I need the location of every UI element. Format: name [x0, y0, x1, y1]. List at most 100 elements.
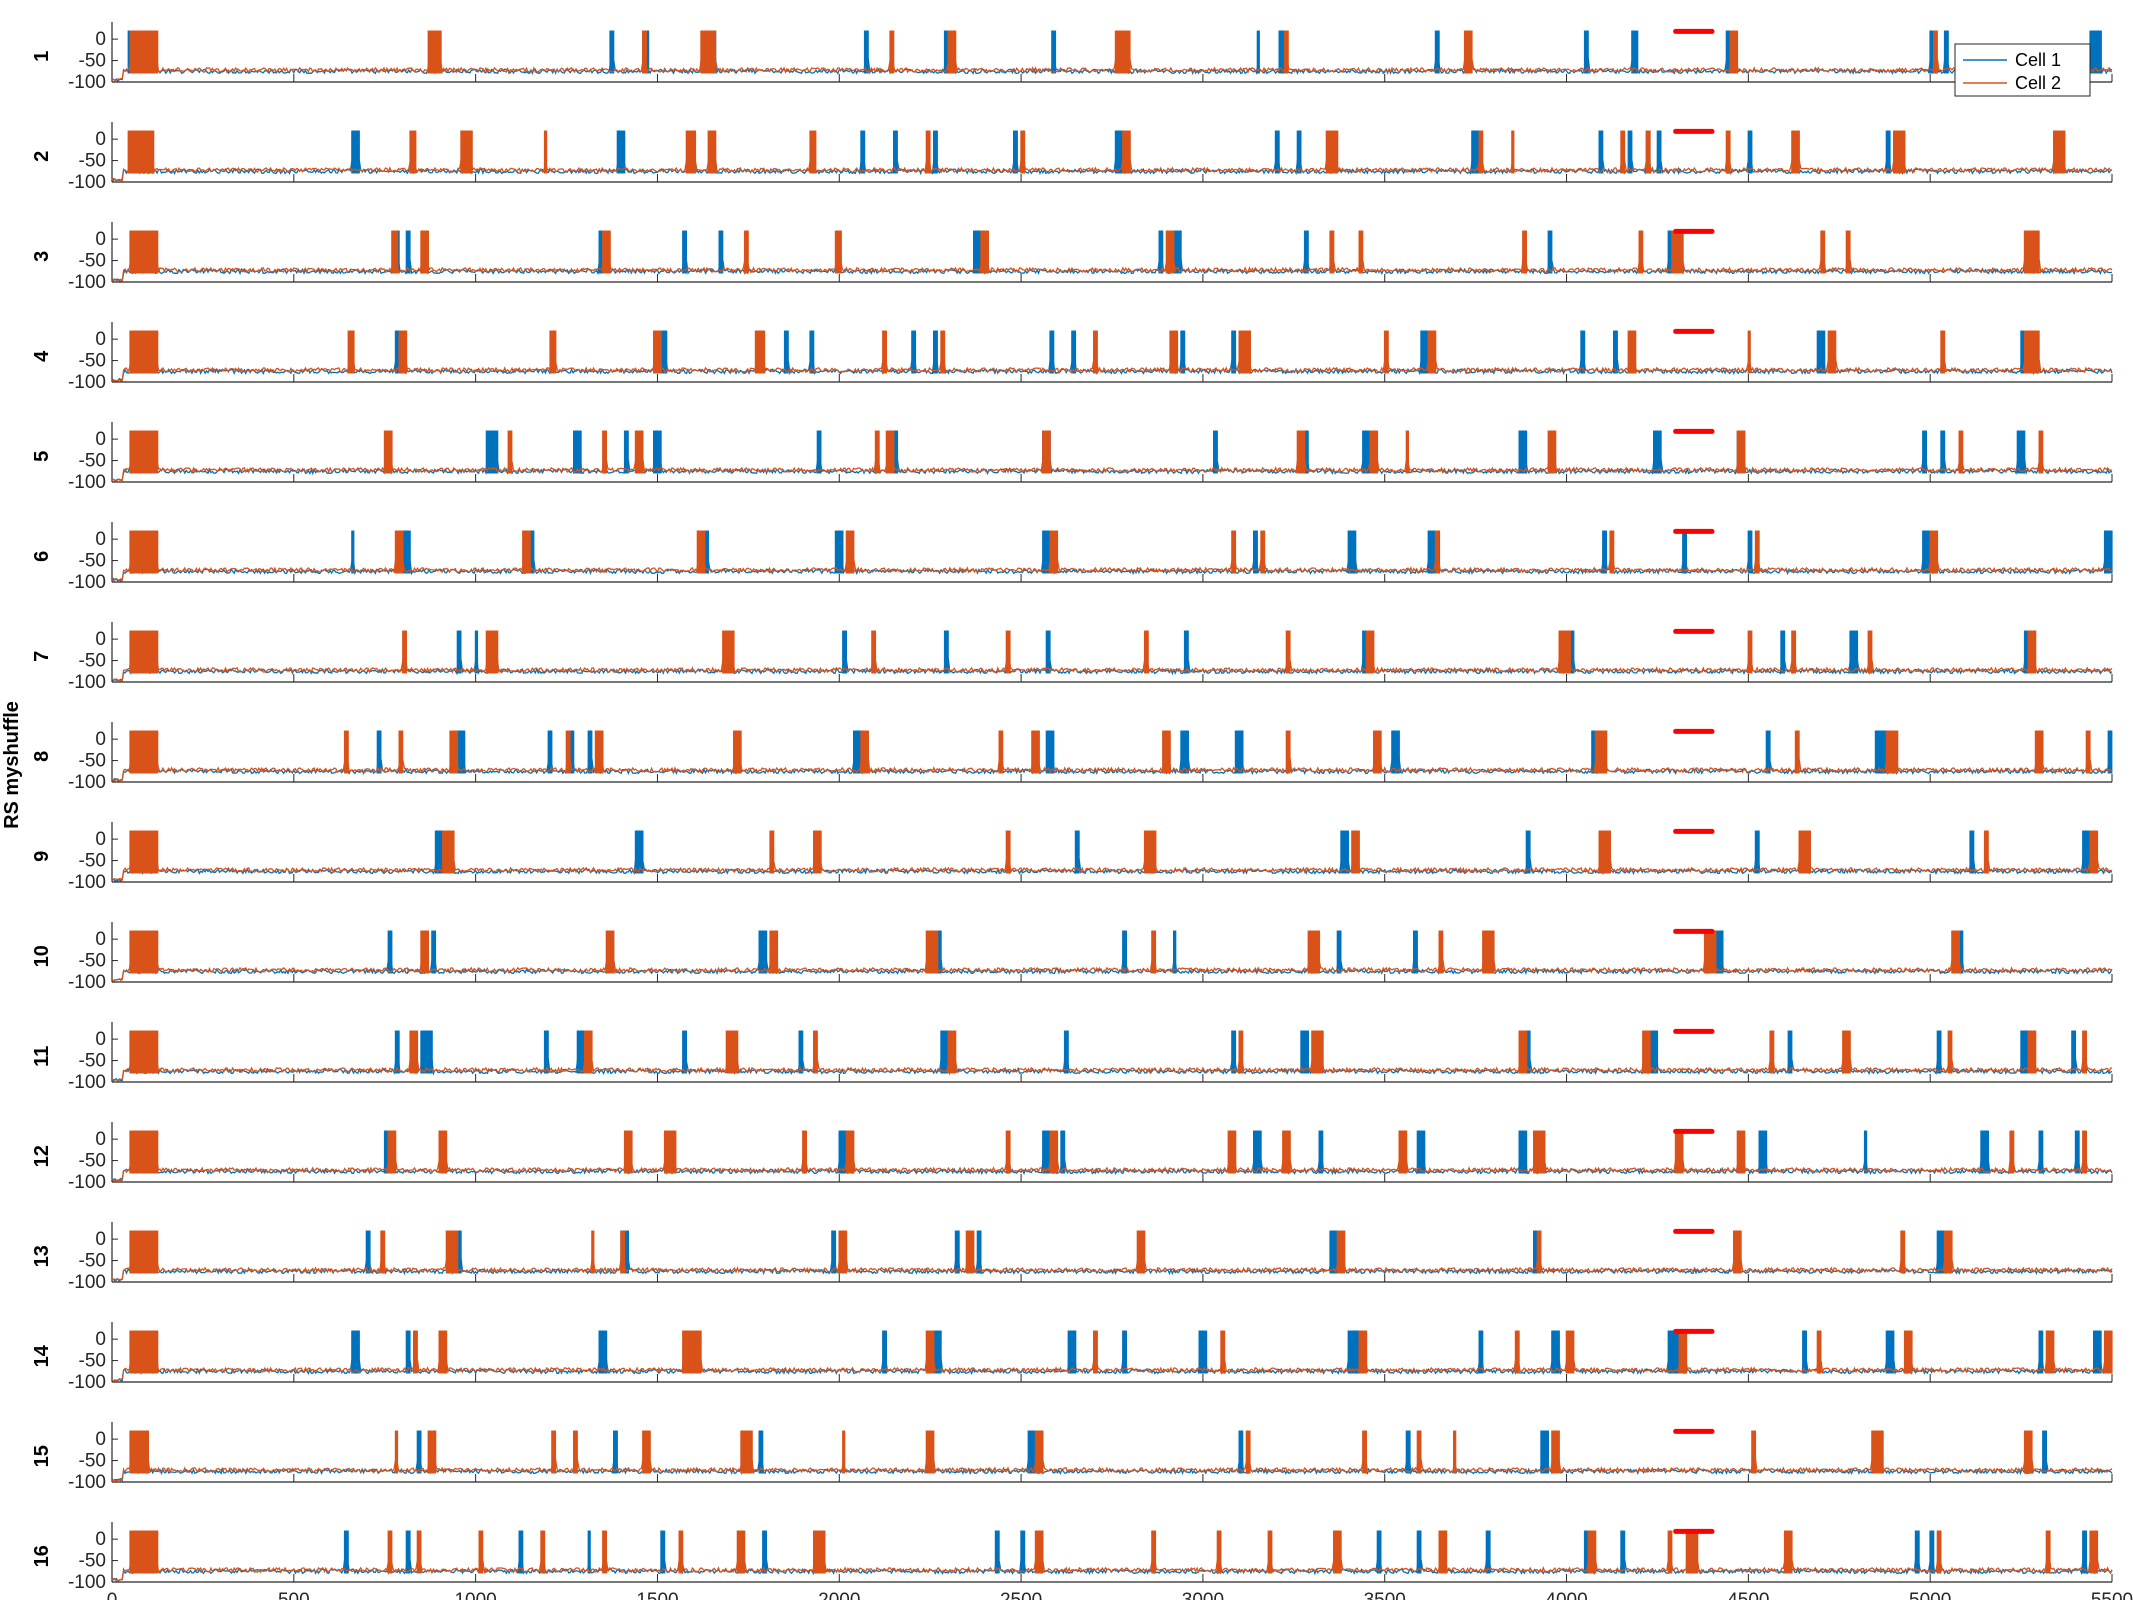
cell2-trace-burst [1638, 230, 1644, 274]
cell1-trace-burst [405, 230, 411, 274]
cell1-trace-burst [2016, 430, 2026, 474]
cell1-trace-burst [1653, 430, 1662, 474]
cell2-trace-burst [343, 730, 349, 774]
y-tick-label: -50 [79, 651, 106, 672]
y-tick-label: -50 [79, 351, 106, 372]
cell2-trace-burst [1438, 930, 1444, 974]
cell2-trace-burst [391, 230, 399, 274]
panel-12: 0-50-100 12 [31, 1122, 2113, 1193]
cell1-trace-burst [1180, 330, 1186, 374]
cell2-trace-burst [1369, 430, 1379, 474]
y-tick-label: -100 [68, 972, 106, 993]
cell2-trace-burst [1005, 1130, 1011, 1174]
cell1-trace-burst [809, 330, 815, 374]
cell2-trace-burst [1427, 330, 1437, 374]
cell2-trace-burst [1162, 730, 1171, 774]
cell2-trace-burst [1365, 630, 1375, 674]
cell2-trace-burst [129, 1130, 159, 1174]
cell2-trace-burst [398, 330, 408, 374]
cell2-trace-burst [812, 830, 822, 874]
cell1-trace-burst [1583, 30, 1589, 74]
cell1-trace-burst [943, 630, 949, 674]
cell2-trace-burst [1478, 130, 1484, 174]
cell1-trace-burst [834, 530, 844, 574]
cell1-trace-burst [1391, 730, 1400, 774]
cell2-trace-burst [663, 1130, 677, 1174]
cell1-trace-burst [1518, 1130, 1528, 1174]
cell2-trace-burst [1020, 130, 1026, 174]
cell2-trace [111, 257, 2113, 283]
cell2-trace-burst [420, 230, 430, 274]
cell1-trace-burst [863, 30, 869, 74]
cell1-trace-burst [1434, 30, 1440, 74]
cell1-trace-burst [842, 630, 848, 674]
y-tick-label: 0 [95, 1029, 106, 1050]
cell2-trace-burst [129, 530, 159, 574]
cell2-trace-burst [1929, 530, 1939, 574]
cell1-trace-burst [1943, 30, 1949, 74]
cell1-trace-burst [972, 230, 982, 274]
panel-label: 3 [31, 251, 53, 262]
cell1-trace-burst [1682, 530, 1687, 574]
cell2-trace-burst [1947, 1030, 1953, 1074]
cell2-trace-burst [889, 30, 895, 74]
cell2-trace-burst [874, 430, 880, 474]
cell2-trace-burst [1373, 730, 1382, 774]
y-tick-label: -100 [68, 172, 106, 193]
cell2-trace-burst [845, 1130, 855, 1174]
cell1-trace-burst [431, 930, 437, 974]
panel-label: 7 [31, 651, 53, 662]
cell2-trace-burst [383, 430, 393, 474]
cell1-trace-burst [816, 430, 822, 474]
y-tick-label: -100 [68, 72, 106, 93]
cell2-trace-burst [1736, 430, 1746, 474]
cell2-trace [111, 957, 2113, 982]
panel-11: 0-50-100 11 [31, 1022, 2113, 1093]
cell1-trace-burst [1045, 630, 1051, 674]
y-tick-label: -100 [68, 872, 106, 893]
y-tick-label: -50 [79, 51, 106, 72]
cell2-trace-burst [402, 630, 408, 674]
y-tick-label: -50 [79, 551, 106, 572]
cell2-trace-burst [460, 130, 473, 174]
y-tick-label: 0 [95, 829, 106, 850]
cell1-trace-burst [2074, 1130, 2080, 1174]
cell2-trace-burst [129, 430, 159, 474]
cell1-trace-burst [1631, 30, 1639, 74]
cell1-trace-burst [2038, 1130, 2044, 1174]
cell2-trace-burst [769, 930, 779, 974]
cell2-trace-burst [1358, 230, 1364, 274]
cell2-trace-burst [409, 1030, 419, 1074]
cell1-trace-burst [543, 1030, 549, 1074]
panel-7: 0-50-100 7 [31, 622, 2113, 693]
cell2-trace-burst [594, 730, 604, 774]
cell1-trace-burst [1849, 630, 1859, 674]
cell2-trace-burst [732, 730, 742, 774]
y-tick-label: -100 [68, 1072, 106, 1093]
cell1-trace-burst [1122, 930, 1127, 974]
panel-10: 0-50-100 10 [31, 922, 2113, 993]
cell2-trace-burst [438, 1130, 448, 1174]
cell2-trace-burst [129, 730, 159, 774]
cell2-trace-burst [420, 930, 430, 974]
cell2-trace-burst [1049, 1130, 1059, 1174]
cell2-trace-burst [427, 30, 442, 74]
cell1-trace-burst [1787, 1030, 1793, 1074]
panel-label: 11 [31, 1046, 53, 1067]
cell1-trace [111, 457, 2113, 482]
cell2-trace-burst [623, 1130, 633, 1174]
cell2-trace-burst [700, 30, 717, 74]
panel-3: 0-50-100 3 [31, 222, 2113, 293]
cell2-trace-burst [652, 330, 662, 374]
cell1-trace [111, 558, 2113, 583]
cell2-trace-burst [1533, 1130, 1546, 1174]
y-tick-label: 0 [95, 629, 106, 650]
cell1-trace-burst [2071, 1030, 2077, 1074]
cell2-trace-burst [1165, 230, 1175, 274]
cell2-trace-burst [1398, 1130, 1408, 1174]
cell1-trace-burst [1758, 1130, 1768, 1174]
cell2-trace-burst [2023, 330, 2040, 374]
cell1-trace-burst [485, 430, 499, 474]
cell2-trace-burst [947, 30, 957, 74]
cell1-trace-burst [1318, 1130, 1324, 1174]
